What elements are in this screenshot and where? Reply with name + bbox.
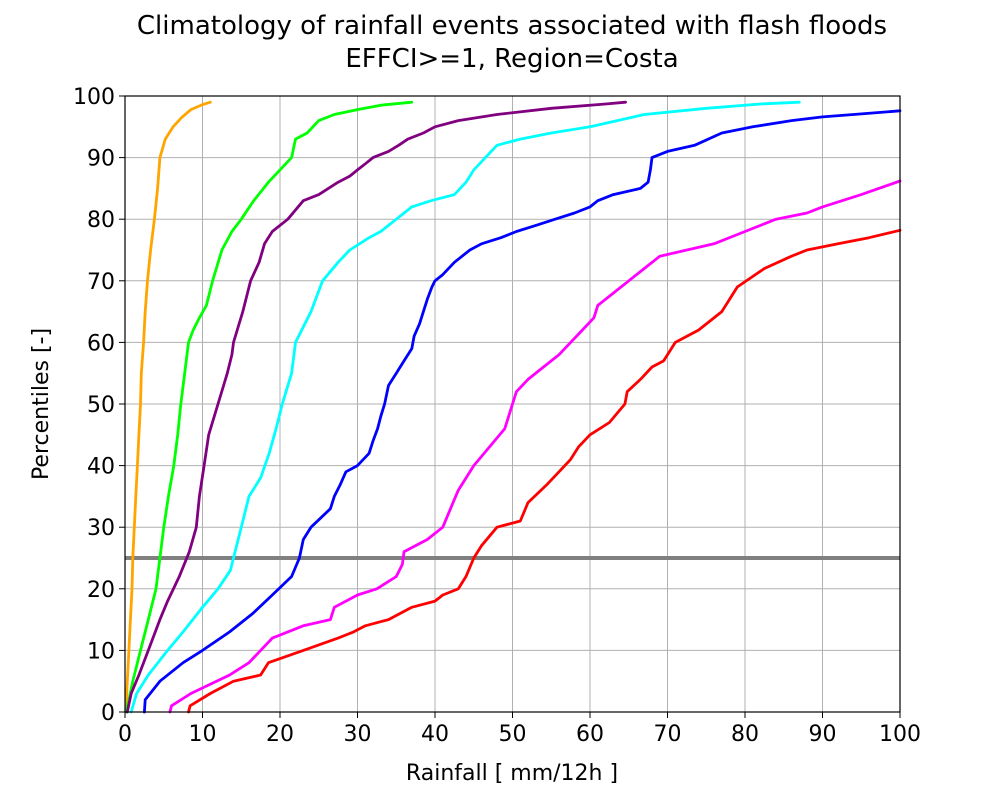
x-tick-label: 90 — [809, 722, 837, 747]
y-tick-label: 0 — [101, 701, 115, 726]
x-tick-label: 30 — [344, 722, 372, 747]
y-tick-label: 20 — [87, 578, 115, 603]
x-tick-label: 100 — [879, 722, 921, 747]
x-tick-label: 0 — [118, 722, 132, 747]
y-tick-label: 10 — [87, 639, 115, 664]
series-layer — [124, 100, 902, 714]
series-line-6 — [168, 179, 902, 714]
axes-frame — [119, 95, 901, 718]
tick-labels: 0 10 20 30 40 50 60 70 80 90 100 0 10 20 30 40 50 60 70 80 9… — [73, 85, 921, 747]
plot-frame — [124, 95, 901, 713]
x-tick-label: 60 — [576, 722, 604, 747]
y-tick-label: 100 — [73, 85, 115, 110]
x-axis-label: Rainfall [ mm/12h ] — [406, 761, 618, 786]
series-line-2 — [124, 100, 414, 714]
y-tick-label: 50 — [87, 393, 115, 418]
y-tick-label: 70 — [87, 270, 115, 295]
chart-subtitle: EFFCI>=1, Region=Costa — [345, 44, 678, 74]
y-tick-label: 60 — [87, 331, 115, 356]
series-line-4 — [129, 100, 801, 714]
y-tick-label: 80 — [87, 208, 115, 233]
x-tick-label: 70 — [654, 722, 682, 747]
y-tick-label: 40 — [87, 455, 115, 480]
series-line-7 — [187, 228, 902, 714]
x-tick-label: 40 — [421, 722, 449, 747]
x-tick-label: 50 — [499, 722, 527, 747]
x-tick-label: 10 — [189, 722, 217, 747]
chart-title: Climatology of rainfall events associate… — [137, 11, 887, 41]
series-line-5 — [142, 109, 902, 714]
x-tick-label: 20 — [266, 722, 294, 747]
series-line-1 — [124, 100, 212, 714]
y-tick-label: 30 — [87, 516, 115, 541]
y-axis-label: Percentiles [-] — [29, 328, 54, 480]
x-tick-label: 80 — [731, 722, 759, 747]
series-line-3 — [125, 100, 627, 714]
y-tick-label: 90 — [87, 147, 115, 172]
